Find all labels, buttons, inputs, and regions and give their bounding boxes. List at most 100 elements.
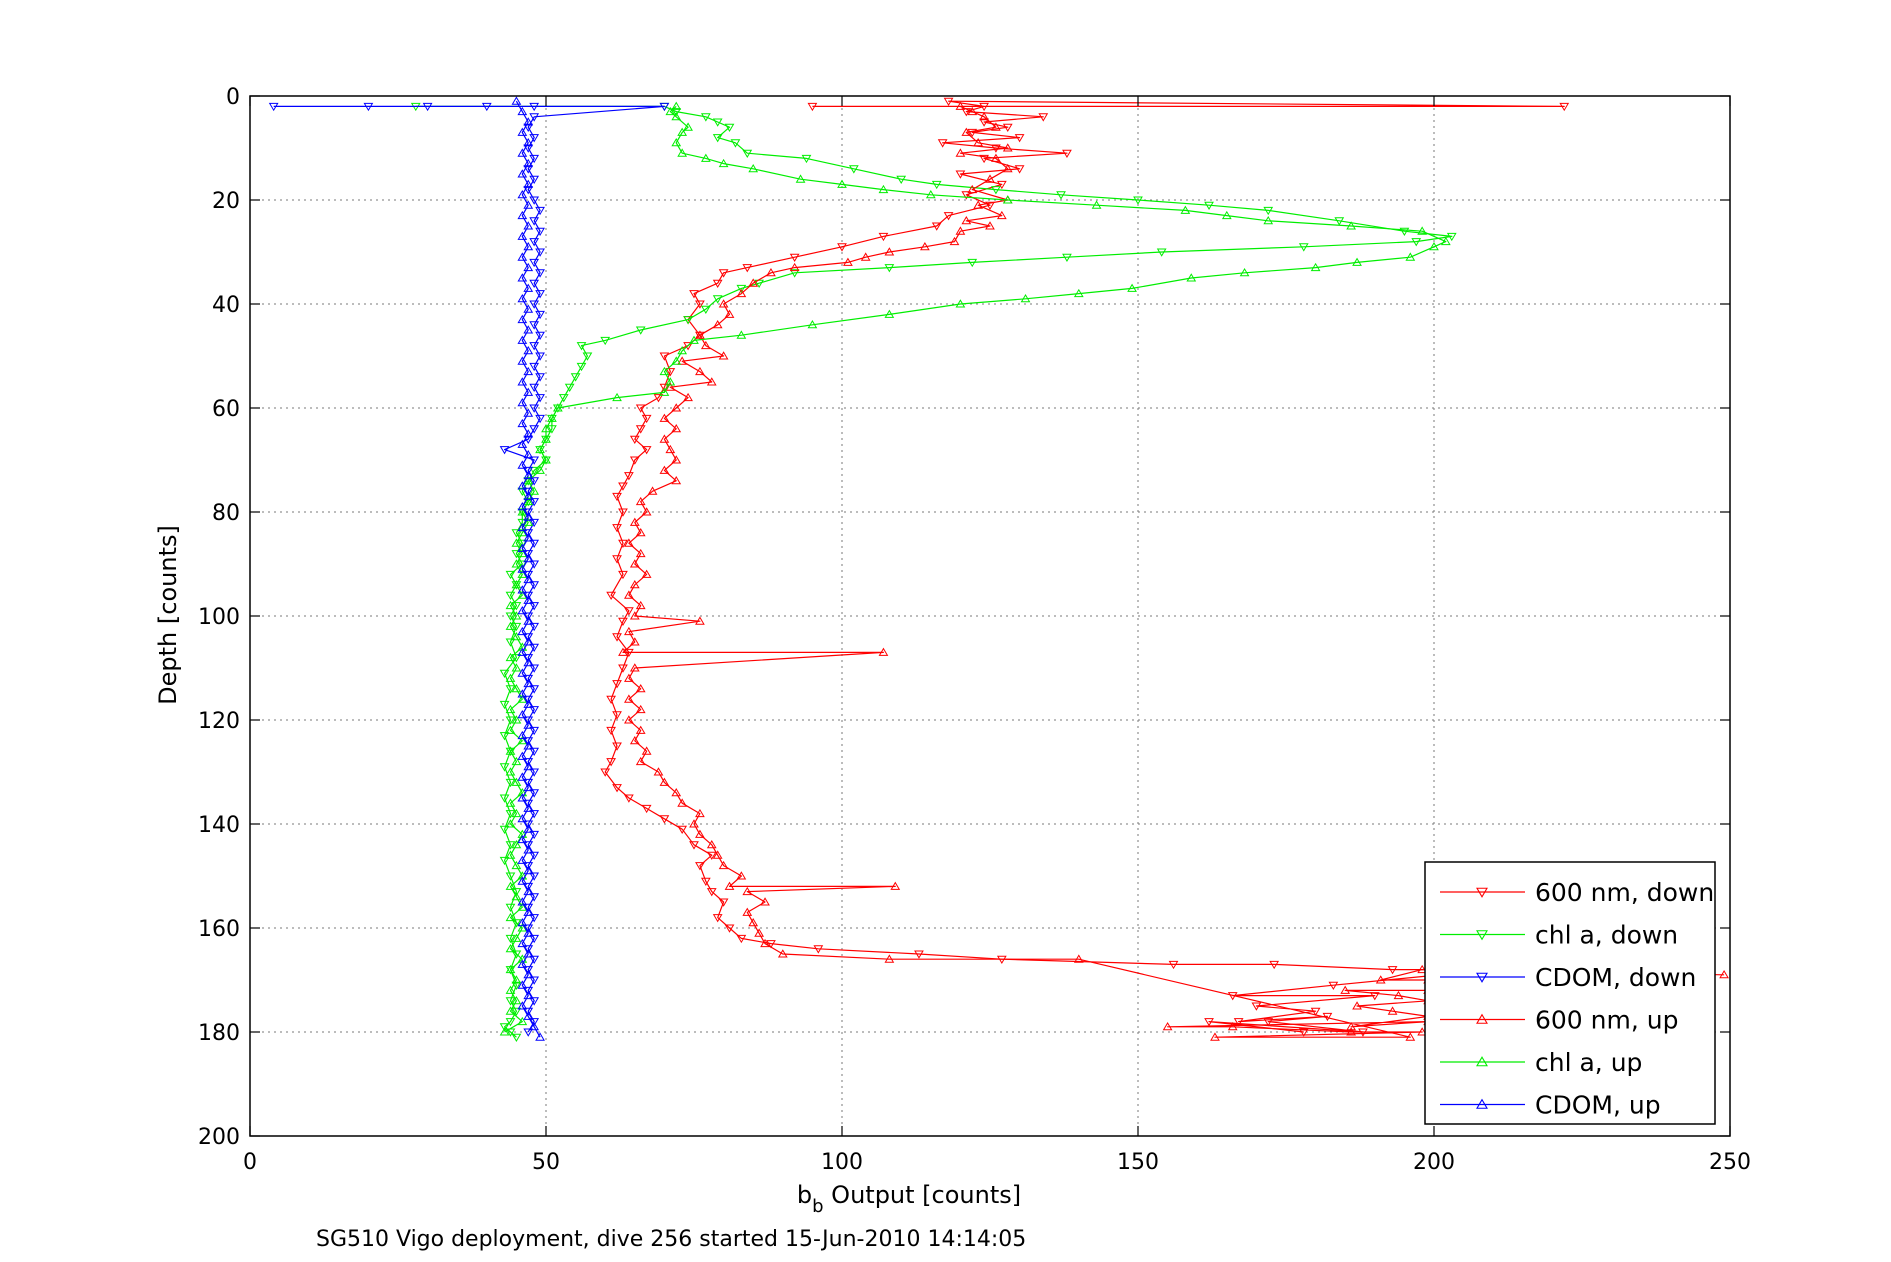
data-point-cdom-up xyxy=(523,221,534,230)
data-point-cdom-down xyxy=(523,123,534,132)
data-point-600-nm-down xyxy=(1014,134,1025,143)
data-point-chl-a-up xyxy=(529,486,540,495)
data-point-600-nm-down xyxy=(967,128,978,138)
data-point-600-nm-down xyxy=(695,300,705,309)
data-point-cdom-down xyxy=(529,914,540,923)
data-point-600-nm-up xyxy=(695,616,705,625)
data-point-600-nm-up xyxy=(748,918,759,927)
data-point-600-nm-up xyxy=(689,819,699,828)
data-point-cdom-down xyxy=(523,466,534,476)
legend-label: chl a, up xyxy=(1535,1048,1642,1077)
data-point-cdom-down xyxy=(529,851,540,860)
data-point-600-nm-up xyxy=(991,153,1001,162)
data-point-chl-a-down xyxy=(671,108,682,117)
data-point-cdom-down xyxy=(523,862,534,871)
data-point-cdom-down xyxy=(529,113,540,122)
data-point-chl-a-up xyxy=(517,954,528,963)
data-point-chl-a-up xyxy=(1186,273,1197,282)
data-point-cdom-up xyxy=(523,533,534,542)
data-point-chl-a-up xyxy=(671,112,682,121)
data-point-cdom-down xyxy=(268,102,279,112)
data-point-chl-a-up xyxy=(511,756,522,766)
data-point-600-nm-down xyxy=(742,264,753,273)
data-point-600-nm-up xyxy=(760,938,770,948)
data-point-600-nm-down xyxy=(695,862,705,871)
data-point-cdom-down xyxy=(523,612,534,621)
data-point-600-nm-up xyxy=(677,356,688,365)
data-point-cdom-up xyxy=(523,304,534,313)
data-point-600-nm-up xyxy=(1346,1027,1356,1036)
data-point-cdom-up xyxy=(523,949,534,958)
data-point-chl-a-down xyxy=(1399,227,1410,236)
data-point-cdom-down xyxy=(529,498,540,507)
data-point-cdom-down xyxy=(523,186,534,195)
data-point-chl-a-up xyxy=(1352,257,1362,266)
data-point-cdom-up xyxy=(523,366,534,376)
data-point-chl-a-down xyxy=(511,981,522,990)
data-point-chl-a-up xyxy=(1127,283,1137,292)
data-point-cdom-up xyxy=(523,200,534,209)
data-point-chl-a-down xyxy=(742,149,753,158)
data-point-chl-a-down xyxy=(511,950,522,959)
data-point-chl-a-up xyxy=(1073,288,1084,298)
data-point-cdom-down xyxy=(529,810,540,819)
data-point-cdom-up xyxy=(517,148,528,157)
data-point-600-nm-down xyxy=(624,472,634,481)
data-point-chl-a-up xyxy=(671,101,682,110)
legend-marker-swatch xyxy=(1476,930,1488,941)
data-point-cdom-up xyxy=(517,294,528,303)
data-point-chl-a-up xyxy=(517,548,528,558)
data-point-chl-a-up xyxy=(505,704,516,714)
data-point-600-nm-up xyxy=(641,507,652,516)
data-point-chl-a-up xyxy=(517,923,528,932)
data-point-chl-a-down xyxy=(511,622,522,632)
data-point-600-nm-up xyxy=(712,850,723,859)
data-point-chl-a-down xyxy=(700,113,711,122)
data-point-600-nm-down xyxy=(712,914,723,923)
data-point-cdom-down xyxy=(523,695,534,704)
data-point-cdom-up xyxy=(523,346,534,355)
data-point-600-nm-down xyxy=(991,144,1001,153)
data-point-chl-a-up xyxy=(511,538,522,547)
data-point-600-nm-up xyxy=(635,600,646,610)
data-point-600-nm-up xyxy=(1002,164,1013,173)
data-point-600-nm-down xyxy=(712,279,723,288)
data-point-chl-a-up xyxy=(1429,242,1439,251)
legend-marker-swatch xyxy=(1476,1013,1488,1024)
data-point-600-nm-down xyxy=(1269,960,1280,970)
data-point-600-nm-up xyxy=(706,840,717,849)
data-point-cdom-down xyxy=(529,404,540,413)
data-point-600-nm-up xyxy=(1387,1006,1398,1015)
data-point-600-nm-up xyxy=(624,715,634,724)
data-point-chl-a-down xyxy=(558,394,569,403)
grid-lines xyxy=(250,96,1730,1136)
data-point-cdom-down xyxy=(535,248,545,257)
data-point-cdom-up xyxy=(517,418,528,428)
data-point-600-nm-up xyxy=(961,127,972,136)
data-point-cdom-down xyxy=(529,279,540,288)
legend-marker-swatch xyxy=(1476,1056,1488,1067)
data-point-chl-a-up xyxy=(700,153,711,162)
data-point-chl-a-down xyxy=(517,560,528,569)
data-point-600-nm-up xyxy=(967,184,978,194)
data-point-600-nm-up xyxy=(695,330,705,339)
data-point-cdom-up xyxy=(523,470,534,480)
data-point-cdom-up xyxy=(523,242,534,251)
data-point-chl-a-up xyxy=(955,299,966,308)
data-point-cdom-up xyxy=(517,564,528,573)
data-point-chl-a-up xyxy=(677,148,688,157)
data-point-600-nm-up xyxy=(665,444,676,454)
data-point-chl-a-down xyxy=(505,612,516,621)
data-point-chl-a-down xyxy=(931,180,942,190)
data-point-cdom-up xyxy=(511,96,522,105)
data-point-600-nm-down xyxy=(1298,1028,1309,1037)
data-point-cdom-down xyxy=(523,716,534,725)
data-point-600-nm-down xyxy=(641,804,652,814)
data-point-cdom-down xyxy=(535,394,545,403)
data-point-chl-a-up xyxy=(505,881,516,890)
data-point-cdom-down xyxy=(523,986,534,996)
data-point-chl-a-up xyxy=(677,346,688,355)
legend-entry-chl-a-up: chl a, up xyxy=(1440,1048,1642,1077)
data-point-chl-a-up xyxy=(1020,294,1031,303)
